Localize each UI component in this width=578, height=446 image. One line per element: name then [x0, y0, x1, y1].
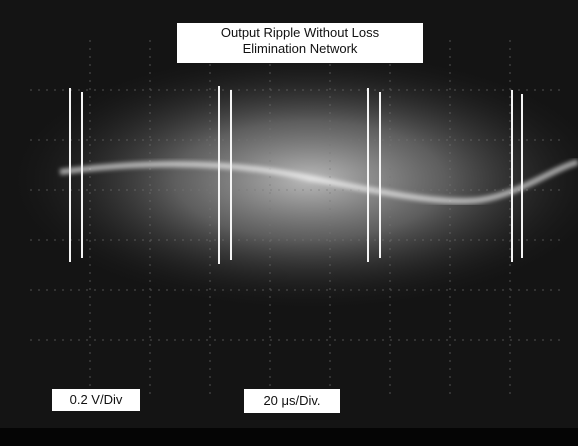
spikes [69, 86, 523, 264]
title-box: Output Ripple Without Loss Elimination N… [177, 23, 423, 63]
title-line: Output Ripple Without Loss [220, 25, 380, 40]
title-line: Elimination Network [242, 41, 358, 56]
horizontal-scale-label: 20 μs/Div. [244, 389, 340, 413]
vertical-scale-label: 0.2 V/Div [52, 389, 140, 411]
graticule [30, 40, 560, 400]
glow [10, 50, 578, 310]
